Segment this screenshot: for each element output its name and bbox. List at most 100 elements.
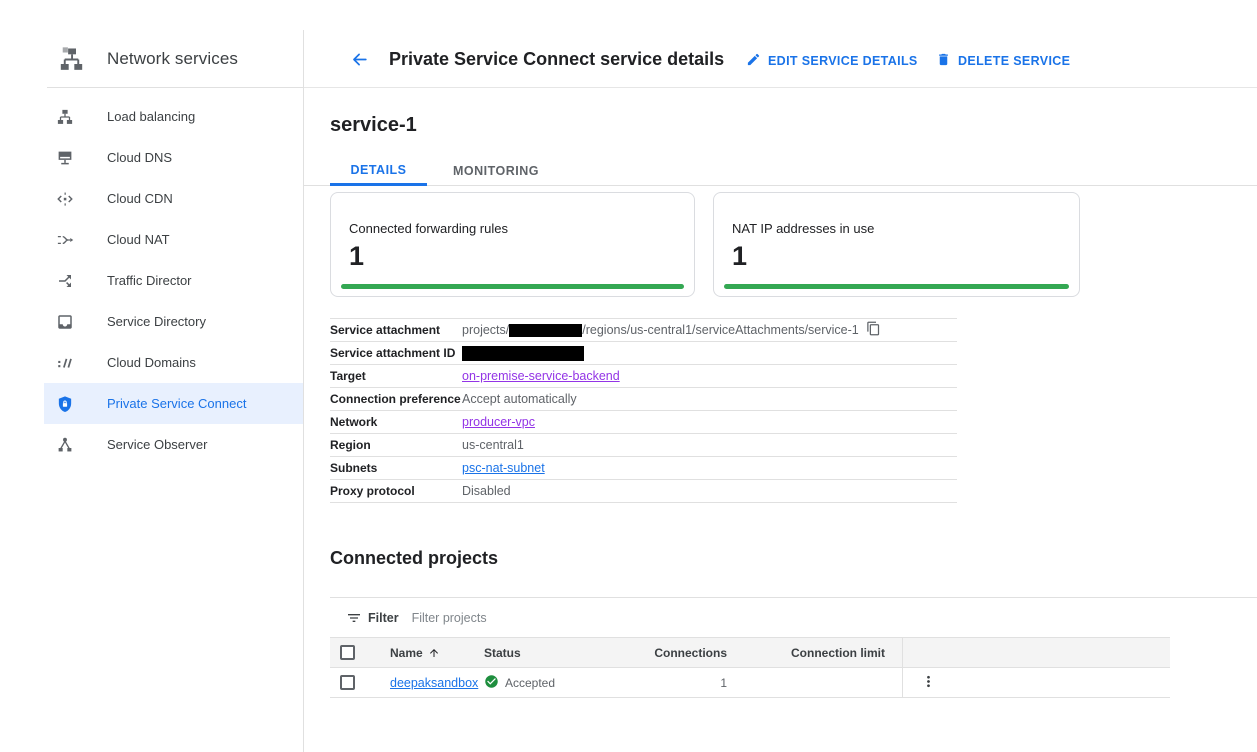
scorecard-title: Connected forwarding rules bbox=[349, 221, 508, 236]
target-link[interactable]: on-premise-service-backend bbox=[462, 369, 620, 383]
detail-value: Accept automatically bbox=[462, 392, 577, 406]
detail-value: producer-vpc bbox=[462, 415, 535, 429]
detail-row-service-attachment: Service attachment projects/ /regions/us-… bbox=[330, 319, 957, 342]
sidebar-item-label: Cloud DNS bbox=[107, 150, 173, 165]
sidebar-item-private-service-connect[interactable]: Private Service Connect bbox=[44, 383, 303, 424]
delete-button-label: DELETE SERVICE bbox=[958, 54, 1071, 68]
scorecard-green-bar bbox=[724, 284, 1069, 289]
detail-row-proxy-protocol: Proxy protocol Disabled bbox=[330, 480, 957, 503]
detail-value: us-central1 bbox=[462, 438, 524, 452]
sidebar-item-label: Cloud CDN bbox=[107, 191, 173, 206]
filter-label: Filter bbox=[368, 610, 399, 625]
sidebar-header: Network services bbox=[0, 30, 303, 88]
back-button[interactable] bbox=[350, 50, 369, 72]
delete-service-button[interactable]: DELETE SERVICE bbox=[936, 52, 1070, 70]
status-check-circle-icon bbox=[484, 674, 499, 692]
content-header: Private Service Connect service details … bbox=[304, 30, 1257, 88]
sidebar-item-label: Service Observer bbox=[107, 437, 208, 452]
row-actions-button[interactable] bbox=[920, 673, 937, 693]
value-suffix: /regions/us-central1/serviceAttachments/… bbox=[582, 323, 859, 337]
sidebar-item-label: Load balancing bbox=[107, 109, 196, 124]
cloud-domains-icon bbox=[55, 354, 74, 372]
sidebar-divider bbox=[303, 30, 304, 752]
filter-projects-input[interactable] bbox=[411, 610, 712, 625]
column-header-connection-limit[interactable]: Connection limit bbox=[791, 645, 885, 660]
column-header-status[interactable]: Status bbox=[484, 645, 521, 660]
scorecard-value: 1 bbox=[349, 241, 365, 271]
sort-ascending-icon bbox=[428, 647, 440, 659]
copy-button[interactable] bbox=[866, 321, 881, 339]
detail-label: Subnets bbox=[330, 461, 378, 475]
edit-service-details-button[interactable]: EDIT SERVICE DETAILS bbox=[746, 52, 918, 70]
project-name-link[interactable]: deepaksandbox bbox=[390, 675, 479, 690]
filter-top-divider bbox=[330, 597, 1257, 598]
tab-details[interactable]: DETAILS bbox=[330, 156, 427, 186]
service-observer-icon bbox=[55, 436, 74, 454]
scorecard-connected-forwarding-rules: Connected forwarding rules 1 bbox=[330, 192, 695, 297]
detail-value: Disabled bbox=[462, 484, 511, 498]
sidebar-item-label: Private Service Connect bbox=[107, 396, 247, 411]
select-all-checkbox[interactable] bbox=[340, 645, 355, 660]
cloud-nat-icon bbox=[55, 231, 74, 249]
sidebar-item-traffic-director[interactable]: Traffic Director bbox=[44, 260, 303, 301]
detail-row-network: Network producer-vpc bbox=[330, 411, 957, 434]
service-details-list: Service attachment projects/ /regions/us-… bbox=[330, 318, 957, 503]
table-header-row: Name Status Connections Connection limit bbox=[330, 637, 1170, 668]
shield-lock-icon bbox=[55, 395, 74, 413]
detail-label: Connection preference bbox=[330, 392, 461, 406]
service-directory-icon bbox=[55, 313, 74, 331]
filter-bar: Filter bbox=[330, 598, 1170, 637]
cloud-dns-icon bbox=[55, 149, 74, 167]
detail-row-target: Target on-premise-service-backend bbox=[330, 365, 957, 388]
sidebar-nav: Load balancing Cloud DNS Cloud CDN Cloud… bbox=[0, 96, 303, 465]
detail-label: Service attachment ID bbox=[330, 346, 456, 360]
sidebar-item-cloud-domains[interactable]: Cloud Domains bbox=[44, 342, 303, 383]
detail-row-region: Region us-central1 bbox=[330, 434, 957, 457]
detail-row-service-attachment-id: Service attachment ID bbox=[330, 342, 957, 365]
detail-value: on-premise-service-backend bbox=[462, 369, 620, 383]
app-title: Network services bbox=[107, 49, 239, 68]
sidebar-item-service-observer[interactable]: Service Observer bbox=[44, 424, 303, 465]
detail-value: projects/ /regions/us-central1/serviceAtt… bbox=[462, 321, 881, 339]
status-badge: Accepted bbox=[505, 675, 556, 690]
sidebar-item-cloud-nat[interactable]: Cloud NAT bbox=[44, 219, 303, 260]
tabs: DETAILS MONITORING bbox=[304, 156, 1257, 186]
sidebar-item-cloud-dns[interactable]: Cloud DNS bbox=[44, 137, 303, 178]
column-header-connections[interactable]: Connections bbox=[654, 645, 727, 660]
service-name: service-1 bbox=[330, 114, 417, 136]
connected-projects-table: Name Status Connections Connection limit… bbox=[330, 637, 1170, 698]
tab-monitoring[interactable]: MONITORING bbox=[435, 156, 557, 186]
network-link[interactable]: producer-vpc bbox=[462, 415, 535, 429]
cloud-cdn-icon bbox=[55, 190, 74, 208]
detail-label: Region bbox=[330, 438, 371, 452]
sidebar-item-label: Service Directory bbox=[107, 314, 206, 329]
trash-icon bbox=[936, 52, 951, 70]
subnet-link[interactable]: psc-nat-subnet bbox=[462, 461, 545, 475]
traffic-director-icon bbox=[55, 272, 74, 290]
column-header-actions bbox=[902, 638, 1170, 667]
pencil-icon bbox=[746, 52, 761, 70]
row-checkbox[interactable] bbox=[340, 675, 355, 690]
detail-value bbox=[462, 345, 584, 361]
table-row: deepaksandbox Accepted 1 bbox=[330, 668, 1170, 698]
sidebar-item-service-directory[interactable]: Service Directory bbox=[44, 301, 303, 342]
detail-label: Network bbox=[330, 415, 378, 429]
connections-count: 1 bbox=[720, 675, 727, 690]
detail-row-subnets: Subnets psc-nat-subnet bbox=[330, 457, 957, 480]
sidebar-item-load-balancing[interactable]: Load balancing bbox=[44, 96, 303, 137]
column-header-name[interactable]: Name bbox=[390, 645, 423, 660]
detail-label: Service attachment bbox=[330, 323, 441, 337]
detail-label: Proxy protocol bbox=[330, 484, 415, 498]
connected-projects-title: Connected projects bbox=[330, 548, 499, 568]
back-arrow-icon bbox=[350, 50, 369, 72]
redacted-value bbox=[462, 345, 584, 361]
scorecard-title: NAT IP addresses in use bbox=[732, 221, 875, 236]
detail-row-connection-preference: Connection preference Accept automatical… bbox=[330, 388, 957, 411]
edit-button-label: EDIT SERVICE DETAILS bbox=[768, 54, 918, 68]
value-prefix: projects/ bbox=[462, 323, 510, 337]
sidebar-item-label: Cloud Domains bbox=[107, 355, 196, 370]
sidebar-item-cloud-cdn[interactable]: Cloud CDN bbox=[44, 178, 303, 219]
sidebar-header-divider bbox=[47, 87, 303, 88]
sidebar-item-label: Traffic Director bbox=[107, 273, 192, 288]
